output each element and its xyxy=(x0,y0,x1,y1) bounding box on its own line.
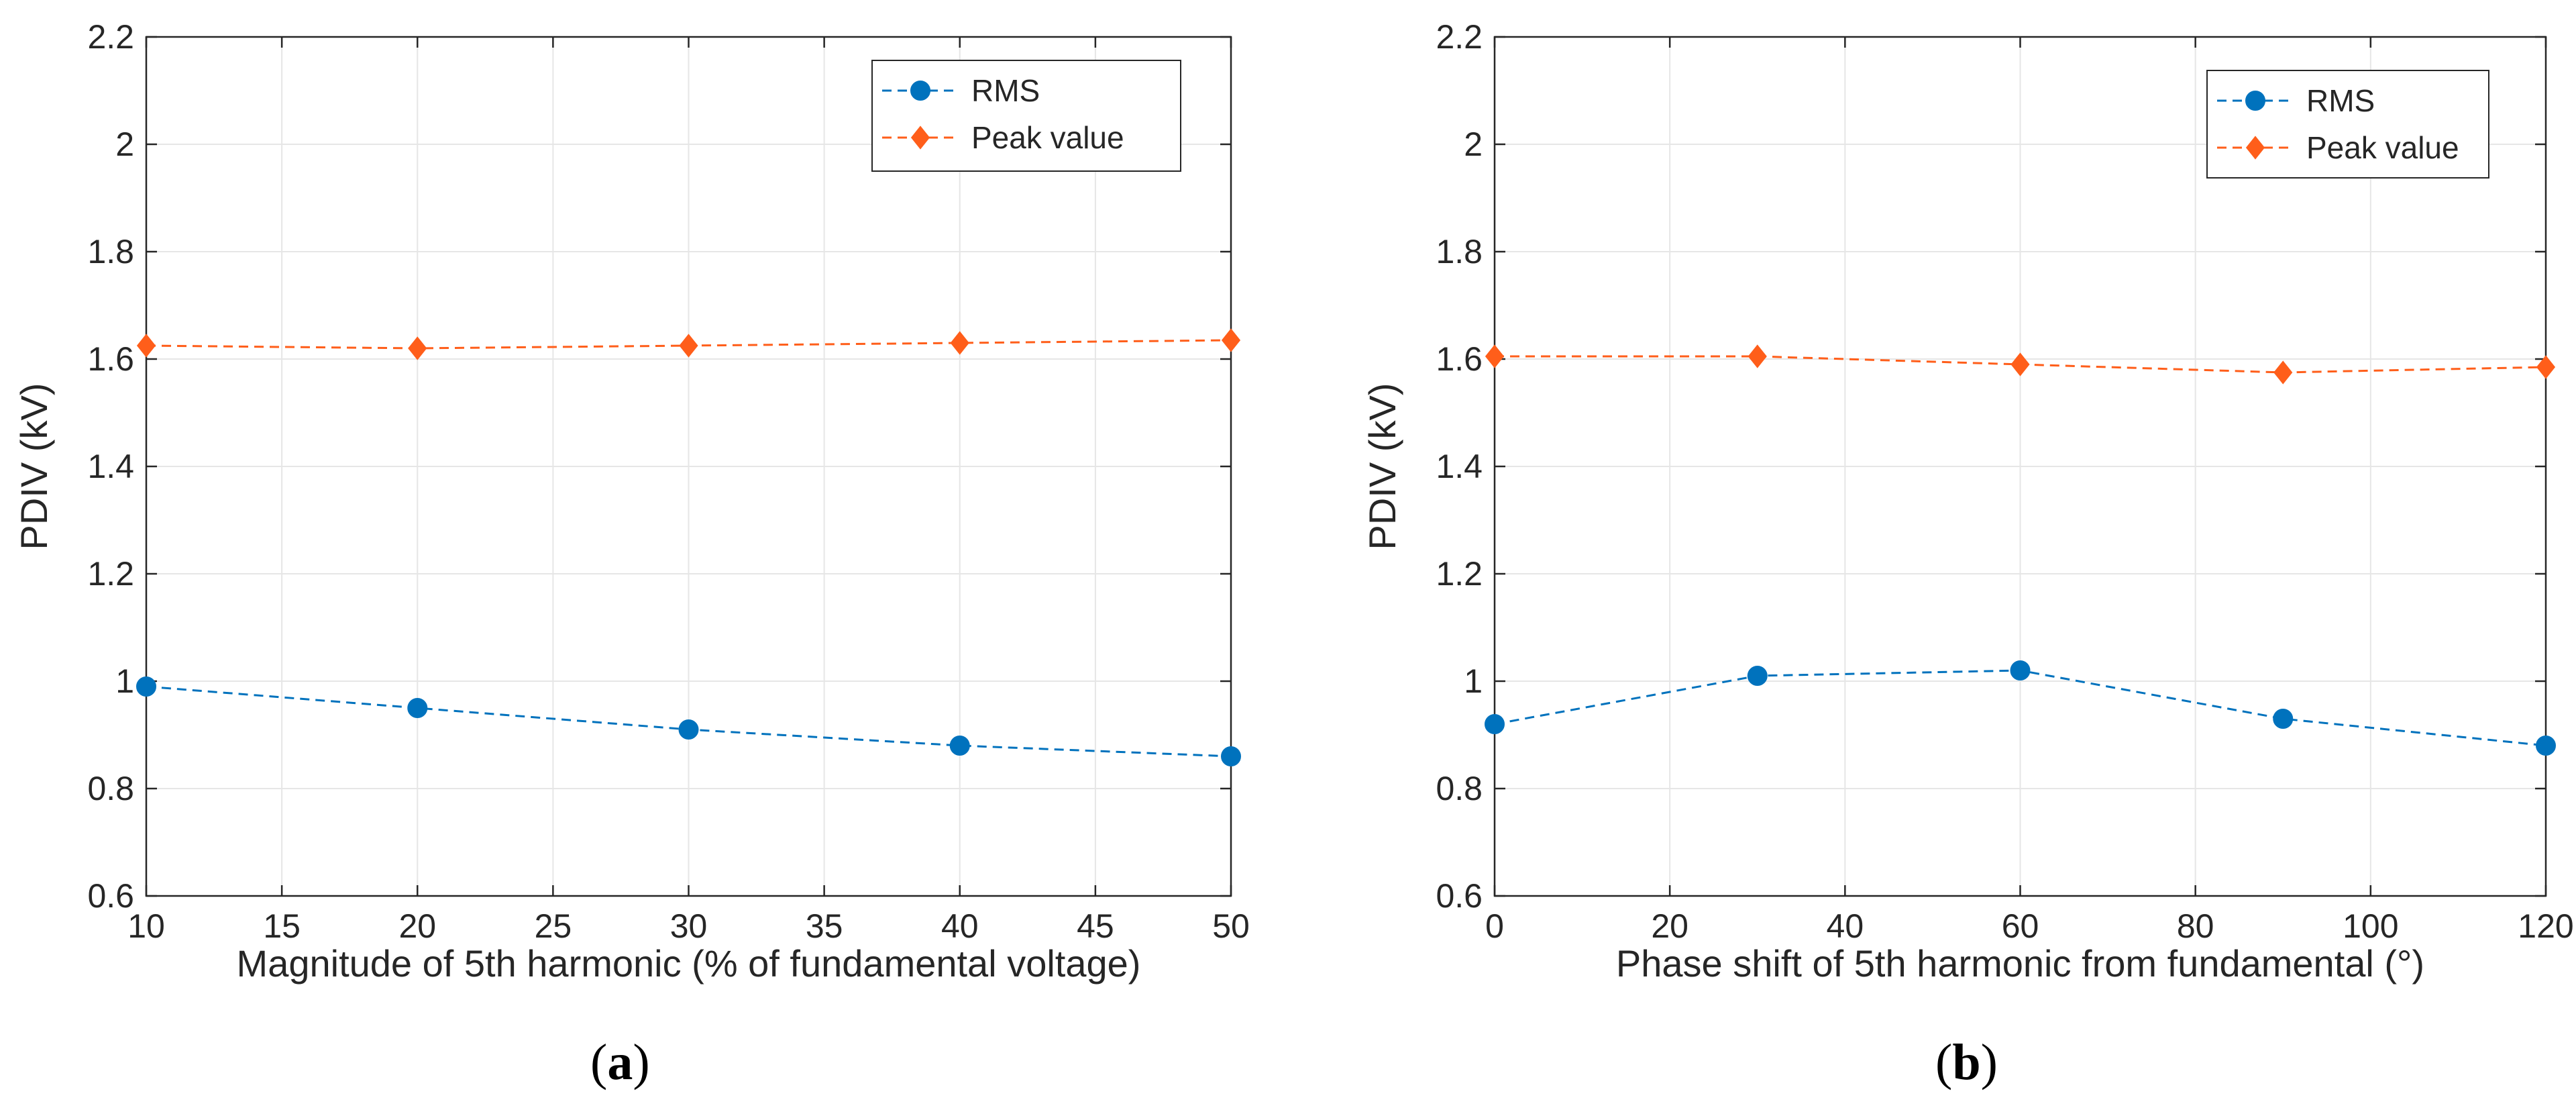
x-tick-label: 50 xyxy=(1212,907,1250,945)
data-point xyxy=(1221,746,1241,766)
y-tick-label: 2.2 xyxy=(87,18,134,56)
y-tick-label: 1.6 xyxy=(1436,340,1483,378)
y-tick-label: 1 xyxy=(1464,662,1483,700)
legend-marker xyxy=(910,125,930,150)
y-axis-label: PDIV (kV) xyxy=(1361,383,1403,550)
x-axis-label: Phase shift of 5th harmonic from fundame… xyxy=(1616,942,2424,985)
chart-a: 10 15 20 25 30 35 40 45 50 0.6 0.8 1 1.2 1.4 1.6 1.8 2 2.… xyxy=(13,18,1250,985)
data-point xyxy=(2273,709,2294,729)
y-tick-label: 1.4 xyxy=(87,448,134,485)
legend-label: RMS xyxy=(971,73,1040,108)
x-tick-label: 40 xyxy=(941,907,979,945)
caption-a: (a) xyxy=(590,1034,650,1091)
data-point xyxy=(2273,360,2293,385)
data-point xyxy=(949,736,970,756)
x-tick-label: 20 xyxy=(1651,907,1688,945)
x-tick-label: 10 xyxy=(127,907,165,945)
y-tick-label: 1.6 xyxy=(87,340,134,378)
y-tick-label: 1.2 xyxy=(87,555,134,593)
y-tick-label: 1.8 xyxy=(1436,233,1483,270)
chart-b: 0 20 40 60 80 100 120 0.6 0.8 1 1.2 1.4 1.6 1.8 2 2.2 Ph… xyxy=(1361,18,2574,985)
y-tick-label: 2.2 xyxy=(1436,18,1483,56)
legend-marker xyxy=(2245,91,2265,111)
data-point xyxy=(136,676,156,697)
x-tick-label: 45 xyxy=(1077,907,1114,945)
data-point xyxy=(2010,352,2030,376)
legend: RMS Peak value xyxy=(871,60,1181,172)
x-tick-label: 60 xyxy=(2002,907,2039,945)
data-point xyxy=(1747,666,1768,686)
legend-label: RMS xyxy=(2306,83,2375,118)
legend-marker xyxy=(2245,136,2265,160)
x-tick-label: 80 xyxy=(2177,907,2214,945)
y-tick-label: 2 xyxy=(1464,125,1483,163)
data-point xyxy=(2010,660,2031,681)
y-tick-label: 2 xyxy=(115,125,134,163)
x-tick-label: 25 xyxy=(535,907,572,945)
data-point xyxy=(136,334,156,358)
legend-marker xyxy=(910,81,930,101)
data-point xyxy=(407,698,428,718)
x-tick-label: 30 xyxy=(670,907,708,945)
x-tick-label: 100 xyxy=(2343,907,2398,945)
x-tick-label: 20 xyxy=(398,907,436,945)
y-tick-label: 0.6 xyxy=(87,877,134,915)
series-peak-value xyxy=(136,328,1241,360)
data-point xyxy=(678,719,699,740)
y-tick-label: 1.2 xyxy=(1436,555,1483,593)
x-tick-label: 15 xyxy=(263,907,301,945)
legend-label: Peak value xyxy=(2306,130,2459,165)
data-point xyxy=(679,334,698,358)
data-point xyxy=(1748,344,1767,368)
series-rms xyxy=(1485,660,2556,756)
y-tick-label: 0.8 xyxy=(87,770,134,807)
y-tick-label: 0.6 xyxy=(1436,877,1483,915)
data-point xyxy=(1221,328,1241,352)
x-tick-label: 35 xyxy=(806,907,843,945)
data-point xyxy=(1485,344,1505,368)
caption-b: (b) xyxy=(1935,1034,1998,1091)
x-tick-label: 0 xyxy=(1485,907,1504,945)
x-tick-label: 40 xyxy=(1827,907,1864,945)
x-tick-label: 120 xyxy=(2518,907,2573,945)
y-tick-label: 1.8 xyxy=(87,233,134,270)
legend-box xyxy=(871,60,1181,172)
legend: RMS Peak value xyxy=(2206,70,2489,179)
y-tick-label: 0.8 xyxy=(1436,770,1483,807)
legend-box xyxy=(2206,70,2489,179)
y-tick-label: 1.4 xyxy=(1436,448,1483,485)
data-point xyxy=(2536,355,2556,379)
y-tick-label: 1 xyxy=(115,662,134,700)
y-axis-label: PDIV (kV) xyxy=(13,383,55,550)
series-rms xyxy=(136,676,1241,766)
series-peak-value xyxy=(1485,344,2556,385)
data-point xyxy=(1485,714,1505,734)
data-point xyxy=(2536,736,2556,756)
x-axis-label: Magnitude of 5th harmonic (% of fundamen… xyxy=(237,942,1141,985)
data-point xyxy=(408,336,427,360)
data-point xyxy=(950,331,969,355)
legend-label: Peak value xyxy=(971,120,1124,155)
